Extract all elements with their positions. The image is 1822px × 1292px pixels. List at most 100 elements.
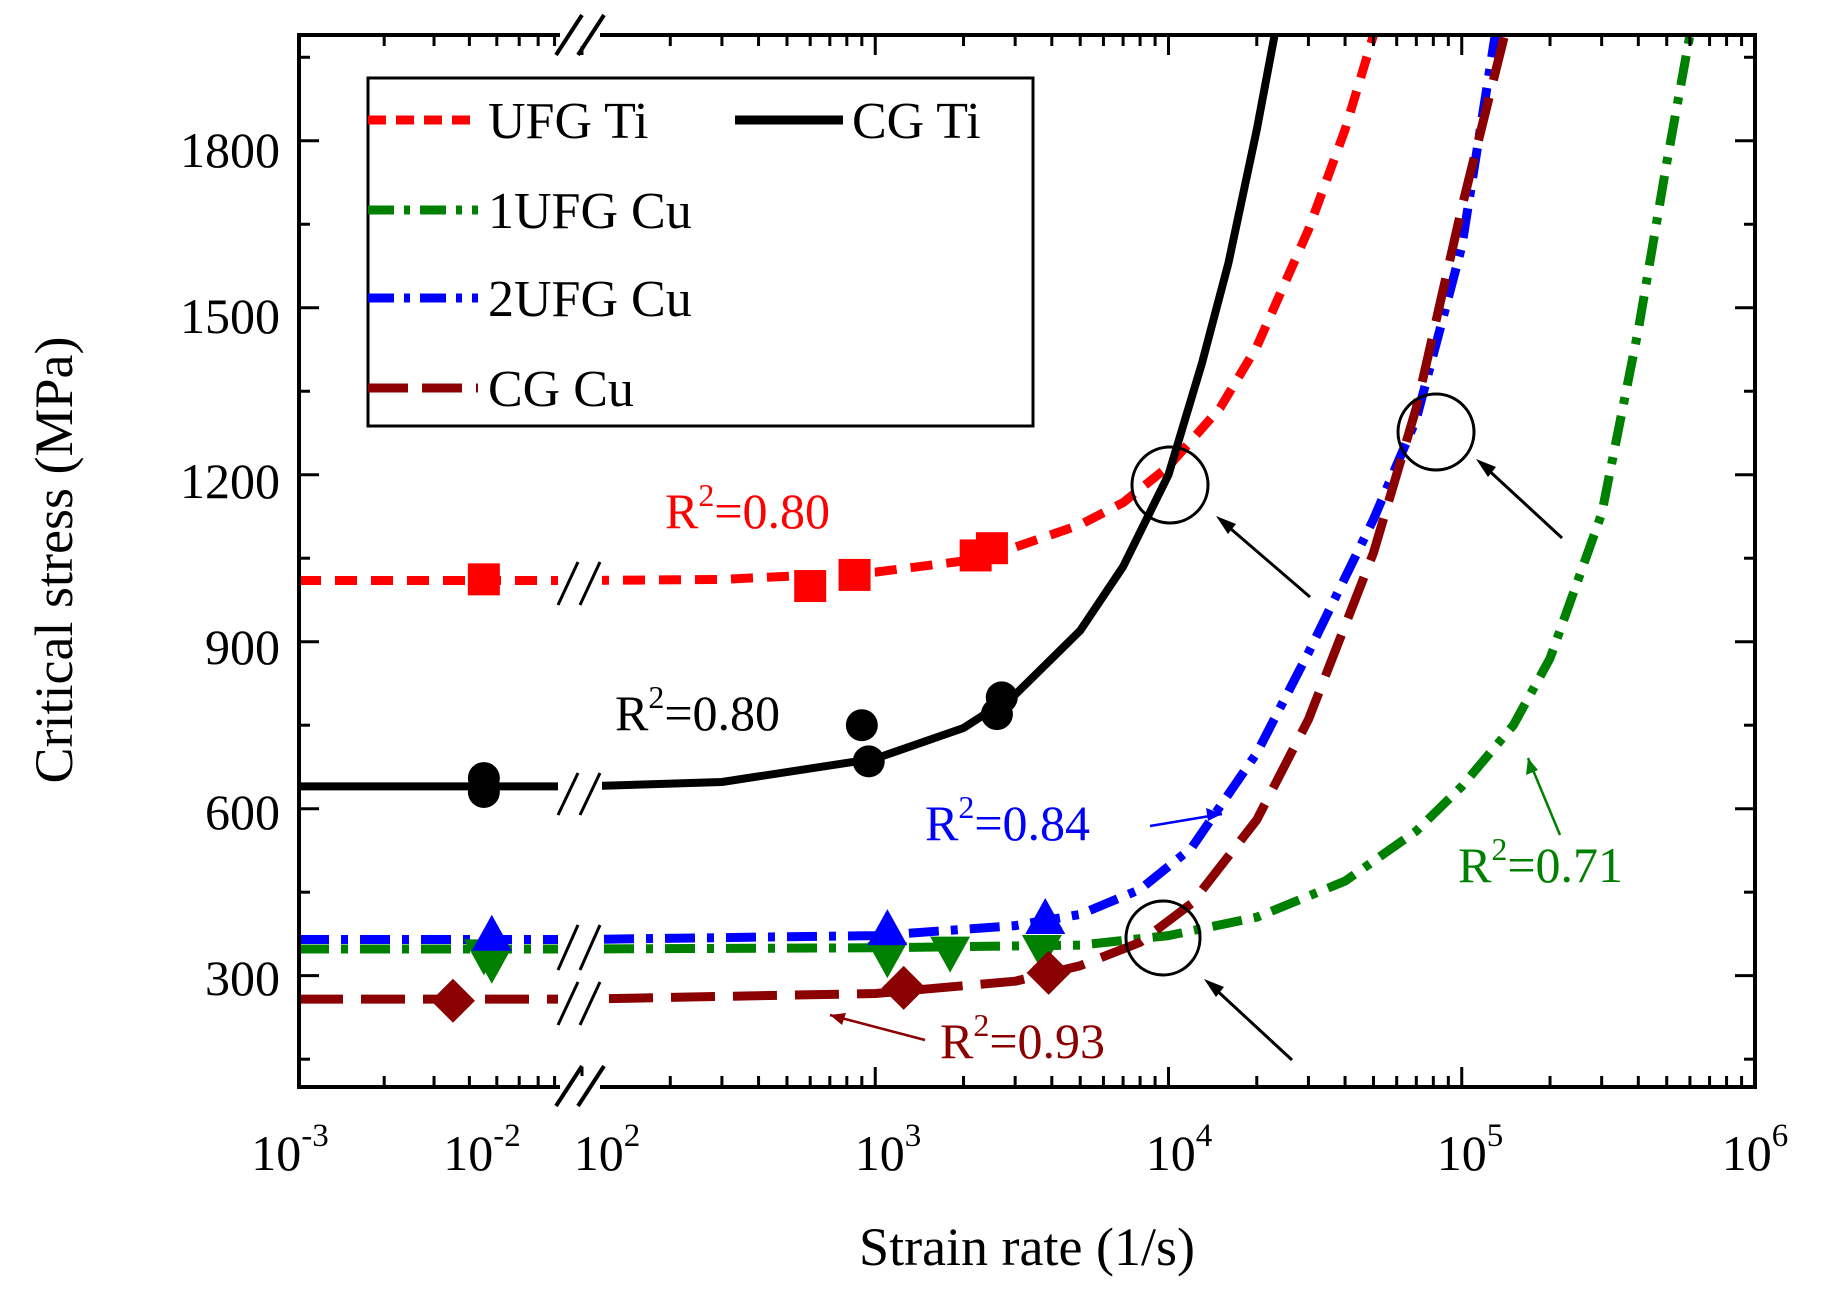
r2-value: =0.71 (1507, 837, 1623, 893)
axis-break-mark (576, 13, 606, 57)
r2-base: R (925, 795, 959, 851)
data-point-1ufg-cu (930, 936, 971, 973)
r2-value: =0.80 (664, 685, 780, 741)
data-point-2ufg-cu (471, 914, 512, 951)
data-point-2ufg-cu (867, 909, 908, 946)
curve-break-mark (578, 772, 602, 816)
x-tick-exponent: 6 (1772, 1118, 1789, 1154)
highlight-circle (1130, 445, 1210, 525)
curve-break-mark (578, 924, 602, 971)
highlight-annotations (1124, 392, 1564, 1062)
x-tick-exponent: -3 (301, 1118, 329, 1154)
pointer-arrow (1210, 984, 1294, 1062)
pointer-arrow-head (1204, 979, 1224, 997)
x-tick-base: 10 (855, 1125, 905, 1181)
x-tick-base: 10 (251, 1125, 301, 1181)
r2-exponent: 2 (958, 789, 974, 825)
y-tick-label: 600 (205, 784, 280, 840)
axis-break (554, 13, 606, 1108)
data-point-cg-ti (980, 698, 1013, 731)
r2-exponent: 2 (1491, 831, 1507, 867)
r2-label-2ufg-cu: R2=0.84 (925, 789, 1090, 851)
curve-break-mark (556, 772, 580, 816)
highlight-circle (1396, 392, 1476, 472)
data-point-ufg-ti (794, 570, 827, 603)
axis-break-mark (554, 13, 584, 57)
x-tick-label: 102 (574, 1118, 641, 1181)
pointer-arrow-head (1476, 459, 1496, 477)
r2-exponent: 2 (698, 477, 714, 513)
data-point-cg-cu (1026, 950, 1071, 995)
pointer-arrow-head (1216, 516, 1236, 534)
series-line-ufg-ti (299, 35, 1378, 585)
data-point-cg-ti (467, 775, 500, 808)
x-tick-exponent: 2 (624, 1118, 641, 1154)
y-tick-label: 300 (205, 950, 280, 1006)
r2-exponent: 2 (648, 679, 664, 715)
x-tick-labels: 10-3 10-2 102 103 104 105 106 (251, 1118, 1788, 1181)
axis-break-gap-top (560, 24, 600, 46)
legend: UFG Ti CG Ti 1UFG Cu 2UFG Cu CG Cu (366, 76, 1035, 428)
y-tick-label: 1200 (180, 453, 280, 509)
highlight-circle (1124, 899, 1202, 977)
x-tick-label: 103 (855, 1118, 922, 1181)
series-line-cg-cu (299, 35, 1509, 1004)
axis-break-mark (576, 1064, 606, 1108)
r2-label-cg-cu: R2=0.93 (940, 1007, 1105, 1069)
legend-label-cg-cu: CG Cu (488, 361, 634, 418)
r2-label-1ufg-cu: R2=0.71 (1458, 831, 1623, 893)
data-point-cg-ti (845, 709, 878, 742)
x-tick-exponent: -2 (493, 1118, 521, 1154)
x-tick-base: 10 (1146, 1125, 1196, 1181)
r2-arrow-head-cg-cu (830, 1013, 846, 1025)
series-line-cg-ti (299, 35, 1279, 791)
r2-label-ufg-ti: R2=0.80 (665, 477, 830, 539)
curve-break-mark (556, 924, 580, 971)
r2-base: R (940, 1013, 974, 1069)
data-point-ufg-ti (975, 532, 1008, 565)
r2-value: =0.84 (974, 795, 1090, 851)
x-tick-label: 106 (1722, 1118, 1789, 1181)
x-tick-base: 10 (1722, 1125, 1772, 1181)
axis-ticks (297, 35, 1757, 1087)
r2-arrow-cg-cu (829, 1013, 926, 1042)
y-tick-label: 900 (205, 619, 280, 675)
curve-break-marks (556, 560, 602, 1030)
legend-label-2ufg-cu: 2UFG Cu (488, 271, 692, 328)
r2-label-cg-ti: R2=0.80 (615, 679, 780, 741)
x-tick-exponent: 3 (905, 1118, 922, 1154)
r2-base: R (665, 483, 699, 539)
x-tick-label: 10-3 (251, 1118, 329, 1181)
data-point-ufg-ti (838, 558, 871, 591)
curve-break-gap (558, 560, 602, 608)
pointer-arrow (1223, 521, 1311, 599)
pointer-arrow (1482, 464, 1564, 540)
data-point-1ufg-cu (867, 942, 908, 979)
r2-arrow-head-1ufg-cu (1526, 758, 1538, 775)
curve-break-mark (556, 981, 580, 1026)
legend-box (366, 76, 1035, 428)
y-tick-label: 1500 (180, 288, 280, 344)
r2-exponent: 2 (973, 1007, 989, 1043)
data-point-cg-ti (852, 745, 885, 778)
x-tick-base: 10 (574, 1125, 624, 1181)
data-point-cg-cu (430, 978, 475, 1023)
y-tick-label: 1800 (180, 122, 280, 178)
data-point-ufg-ti (467, 563, 500, 596)
curve-break-mark (578, 981, 602, 1026)
data-point-2ufg-cu (1025, 898, 1066, 935)
data-point-1ufg-cu (1021, 934, 1062, 971)
x-tick-label: 10-2 (443, 1118, 521, 1181)
y-tick-labels: 300 600 900 1200 1500 1800 (180, 122, 280, 1006)
plot-frame (297, 33, 1757, 1089)
curve-break-mark (556, 561, 580, 606)
x-tick-label: 104 (1146, 1118, 1213, 1181)
series-line-1ufg-cu (299, 35, 1695, 954)
x-axis-title: Strain rate (1/s) (859, 1217, 1195, 1277)
x-tick-base: 10 (1437, 1125, 1487, 1181)
y-axis-title: Critical stress (MPa) (24, 337, 84, 784)
r2-base: R (615, 685, 649, 741)
x-tick-exponent: 4 (1196, 1118, 1213, 1154)
legend-label-1ufg-cu: 1UFG Cu (488, 183, 692, 240)
